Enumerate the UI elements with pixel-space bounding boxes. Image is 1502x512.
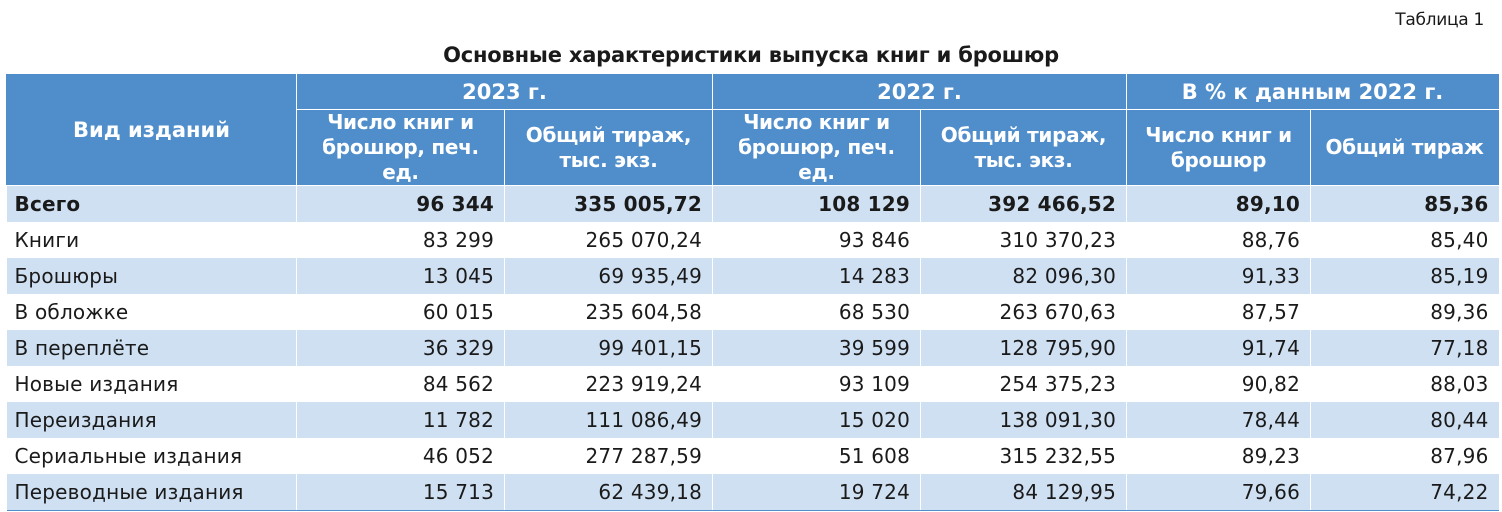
table-row: Брошюры 13 045 69 935,49 14 283 82 096,30 91,… [6,258,1499,294]
cell-circulation-2023: 235 604,58 [504,294,713,330]
cell-count-2023: 11 782 [296,402,505,438]
cell-circulation-percent: 80,44 [1310,402,1499,438]
cell-count-2022: 68 530 [712,294,921,330]
cell-circulation-percent: 88,03 [1310,366,1499,402]
cell-count-2022: 14 283 [712,258,921,294]
cell-count-percent: 90,82 [1126,366,1311,402]
cell-circulation-2022: 128 795,90 [920,330,1127,366]
cell-count-2022: 108 129 [712,185,921,222]
cell-count-2022: 15 020 [712,402,921,438]
cell-count-2023: 13 045 [296,258,505,294]
cell-circulation-2022: 84 129,95 [920,474,1127,511]
cell-circulation-2022: 392 466,52 [920,185,1127,222]
header-percent-circulation: Общий тираж [1310,109,1499,186]
cell-count-percent: 89,23 [1126,438,1311,474]
cell-count-percent: 87,57 [1126,294,1311,330]
cell-circulation-percent: 89,36 [1310,294,1499,330]
cell-circulation-2022: 263 670,63 [920,294,1127,330]
header-2022-count: Число книг и брошюр, печ. ед. [712,109,921,186]
table-row: Переводные издания 15 713 62 439,18 19 724 8… [6,474,1499,511]
row-kind-cell: Всего [6,185,297,222]
cell-count-2022: 19 724 [712,474,921,511]
table-number-label: Таблица 1 [1395,10,1484,30]
row-kind-cell: Переводные издания [6,474,297,511]
cell-circulation-2022: 254 375,23 [920,366,1127,402]
cell-count-percent: 91,74 [1126,330,1311,366]
cell-count-2023: 83 299 [296,222,505,258]
table-row: В переплёте 36 329 99 401,15 39 599 128 795,… [6,330,1499,366]
cell-count-2022: 51 608 [712,438,921,474]
header-group-percent: В % к данным 2022 г. [1126,74,1499,110]
cell-circulation-2023: 223 919,24 [504,366,713,402]
cell-circulation-2023: 62 439,18 [504,474,713,511]
row-kind-cell: Книги [6,222,297,258]
header-percent-count: Число книг и брошюр [1126,109,1311,186]
cell-count-2023: 60 015 [296,294,505,330]
cell-count-percent: 79,66 [1126,474,1311,511]
row-kind-cell: Переиздания [6,402,297,438]
cell-circulation-percent: 85,19 [1310,258,1499,294]
header-group-row: Вид изданий 2023 г. 2022 г. В % к данным… [6,74,1499,186]
header-group-2022: 2022 г. [712,74,1127,110]
cell-count-percent: 78,44 [1126,402,1311,438]
header-group-2023: 2023 г. [296,74,713,110]
cell-circulation-percent: 87,96 [1310,438,1499,474]
cell-circulation-2022: 82 096,30 [920,258,1127,294]
cell-count-2022: 93 846 [712,222,921,258]
cell-circulation-2023: 69 935,49 [504,258,713,294]
header-sub-row: Число книг и брошюр, печ. ед. Общий тира… [7,109,1499,186]
cell-circulation-2022: 138 091,30 [920,402,1127,438]
table-row: Книги 83 299 265 070,24 93 846 310 370,23 88,… [6,222,1499,258]
table-row: Переиздания 11 782 111 086,49 15 020 138 091… [6,402,1499,438]
header-2023-count: Число книг и брошюр, печ. ед. [296,109,505,186]
cell-circulation-percent: 74,22 [1310,474,1499,511]
cell-circulation-2022: 315 232,55 [920,438,1127,474]
header-2023-circulation: Общий тираж, тыс. экз. [504,109,713,186]
cell-count-2022: 39 599 [712,330,921,366]
cell-circulation-2023: 265 070,24 [504,222,713,258]
cell-count-2023: 15 713 [296,474,505,511]
cell-circulation-percent: 85,36 [1310,185,1499,222]
header-kind: Вид изданий [6,74,297,186]
cell-circulation-2023: 277 287,59 [504,438,713,474]
cell-count-2023: 36 329 [296,330,505,366]
row-kind-cell: В переплёте [6,330,297,366]
cell-count-2023: 84 562 [296,366,505,402]
cell-count-percent: 89,10 [1126,185,1311,222]
cell-circulation-2023: 335 005,72 [504,185,713,222]
cell-circulation-percent: 77,18 [1310,330,1499,366]
row-kind-cell: В обложке [6,294,297,330]
cell-count-2022: 93 109 [712,366,921,402]
publishing-statistics-table: Вид изданий 2023 г. 2022 г. В % к данным… [6,74,1499,511]
cell-circulation-2022: 310 370,23 [920,222,1127,258]
cell-count-percent: 88,76 [1126,222,1311,258]
table-row: Сериальные издания 46 052 277 287,59 51 608… [6,438,1499,474]
cell-count-2023: 96 344 [296,185,505,222]
cell-count-percent: 91,33 [1126,258,1311,294]
cell-count-2023: 46 052 [296,438,505,474]
table-body: Всего 96 344 335 005,72 108 129 392 466,52 89… [6,185,1499,511]
table-title: Основные характеристики выпуска книг и б… [443,43,1059,67]
table-row: Новые издания 84 562 223 919,24 93 109 254 3… [6,366,1499,402]
row-kind-cell: Новые издания [6,366,297,402]
header-2022-circulation: Общий тираж, тыс. экз. [920,109,1127,186]
cell-circulation-2023: 99 401,15 [504,330,713,366]
row-kind-cell: Сериальные издания [6,438,297,474]
row-kind-cell: Брошюры [6,258,297,294]
cell-circulation-2023: 111 086,49 [504,402,713,438]
total-row: Всего 96 344 335 005,72 108 129 392 466,52 89… [6,185,1499,222]
table-row: В обложке 60 015 235 604,58 68 530 263 670,6… [6,294,1499,330]
cell-circulation-percent: 85,40 [1310,222,1499,258]
